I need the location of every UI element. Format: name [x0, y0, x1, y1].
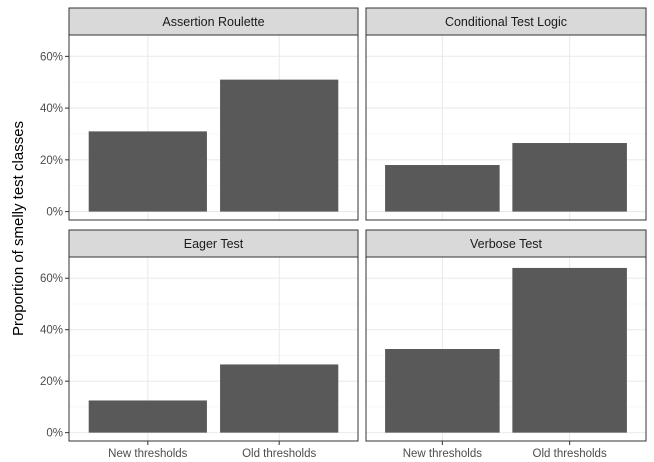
bar-new-thresholds: [88, 400, 207, 433]
bar-old-thresholds: [512, 267, 627, 433]
bar-old-thresholds: [220, 364, 339, 433]
y-tick-label: 40%: [40, 325, 63, 337]
bar-old-thresholds: [512, 143, 627, 212]
panel-eager-test: Eager Test 0% 20% 40% 60% New thresholds Old t…: [40, 229, 359, 460]
x-tick-label: New thresholds: [403, 448, 483, 460]
panel-assertion-roulette: Assertion Roulette 0% 20% 40% 60%: [40, 7, 359, 221]
y-tick-label: 60%: [40, 273, 63, 285]
bar-new-thresholds: [385, 165, 500, 212]
y-tick-label: 60%: [40, 51, 63, 63]
facet-title: Eager Test: [184, 237, 244, 251]
y-tick-label: 0%: [46, 428, 63, 440]
facet-strip: [68, 229, 359, 258]
bar-new-thresholds: [88, 131, 207, 212]
bar-new-thresholds: [385, 349, 500, 433]
facet-title: Conditional Test Logic: [445, 15, 567, 29]
y-tick-label: 0%: [46, 207, 63, 219]
facet-strip: [68, 7, 359, 36]
facet-strip: [365, 7, 647, 36]
y-tick-label: 20%: [40, 376, 63, 388]
panel-conditional-test-logic: Conditional Test Logic: [365, 7, 647, 221]
y-axis-title: Proportion of smelly test classes: [10, 121, 27, 336]
facet-title: Assertion Roulette: [162, 15, 264, 29]
facet-title: Verbose Test: [470, 237, 543, 251]
x-tick-label: New thresholds: [108, 448, 188, 460]
bar-old-thresholds: [220, 79, 339, 212]
x-tick-label: Old thresholds: [533, 448, 607, 460]
facet-strip: [365, 229, 647, 258]
y-tick-label: 40%: [40, 103, 63, 115]
panel-verbose-test: Verbose Test New thresholds Old thresholds: [365, 229, 647, 460]
x-tick-label: Old thresholds: [242, 448, 316, 460]
y-tick-label: 20%: [40, 155, 63, 167]
